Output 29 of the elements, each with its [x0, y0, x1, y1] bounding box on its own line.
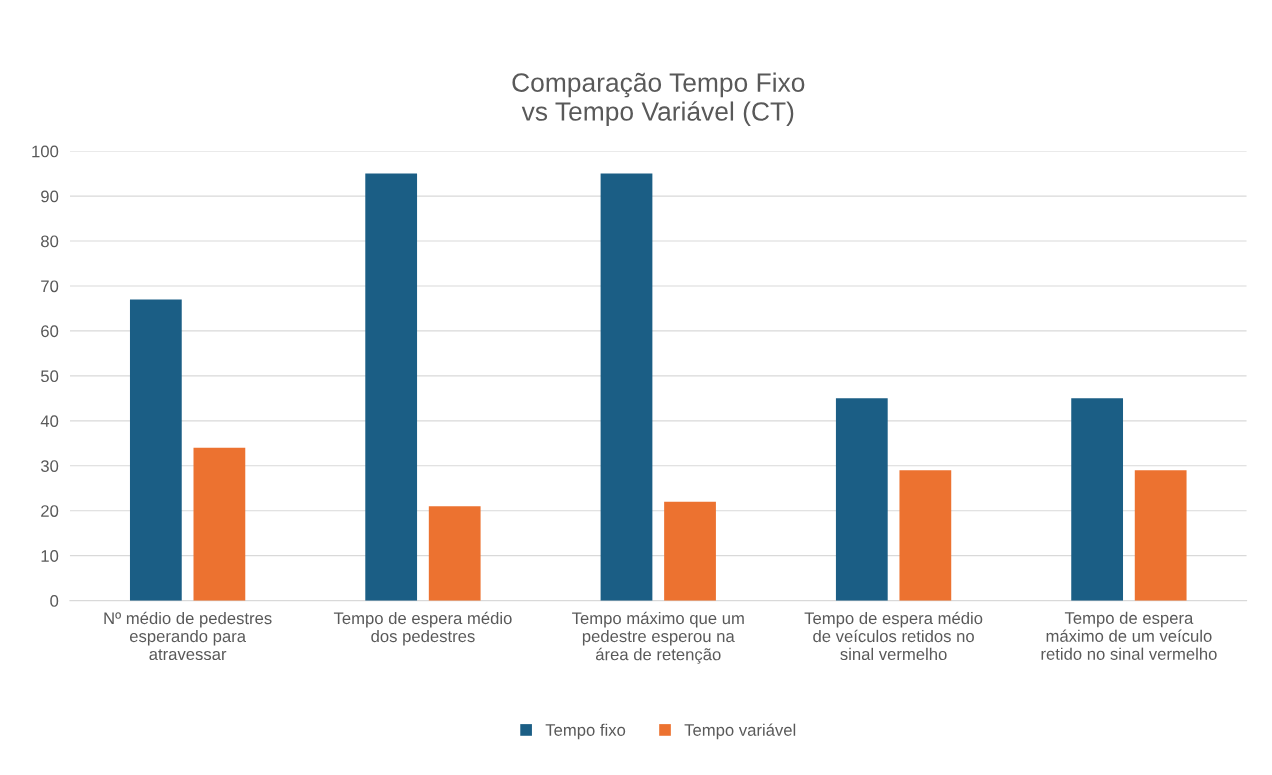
legend-label: Tempo fixo	[545, 723, 626, 740]
x-tick-label: Tempo de espera médio dos pedestres	[333, 611, 512, 646]
x-tick-label: Tempo de espera médio de veículos retidos no sinal vermelho	[804, 611, 983, 661]
x-tick-label: Tempo de espera máximo de um veículo retido no sinal vermelho	[1041, 611, 1217, 660]
bar	[600, 173, 653, 601]
bar	[129, 299, 182, 601]
y-tick-label: 40	[40, 415, 59, 428]
x-tick-label: Nº médio de pedestres esperando para atravessar	[104, 611, 272, 661]
chart-title: Comparação Tempo Fixo vs Tempo Variável (CT)	[512, 72, 805, 127]
x-tick-label: Tempo máximo que um pedestre esperou na área de retenção	[572, 611, 744, 664]
y-tick-label: 80	[41, 235, 59, 248]
y-tick-label: 90	[41, 190, 59, 203]
bar	[193, 447, 246, 601]
y-tick-label: 20	[41, 505, 59, 517]
legend-label: Tempo variável	[684, 723, 796, 740]
bar	[428, 506, 481, 601]
y-tick-label: 30	[40, 460, 59, 472]
y-tick-label: 10	[41, 550, 59, 562]
bar	[1071, 398, 1124, 601]
bar	[899, 470, 952, 601]
y-tick-label: 0	[50, 595, 59, 607]
y-tick-label: 50	[40, 370, 59, 383]
y-tick-label: 70	[41, 280, 59, 293]
y-tick-label: 100	[32, 145, 59, 158]
bar	[664, 501, 716, 601]
y-tick-label: 60	[41, 325, 59, 338]
bar	[835, 398, 888, 601]
bar	[365, 173, 418, 601]
bar	[1134, 470, 1187, 601]
